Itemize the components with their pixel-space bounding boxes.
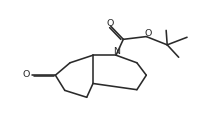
Text: N: N: [113, 47, 121, 56]
Text: O: O: [145, 29, 152, 38]
Text: O: O: [23, 70, 30, 79]
Text: O: O: [106, 19, 113, 28]
